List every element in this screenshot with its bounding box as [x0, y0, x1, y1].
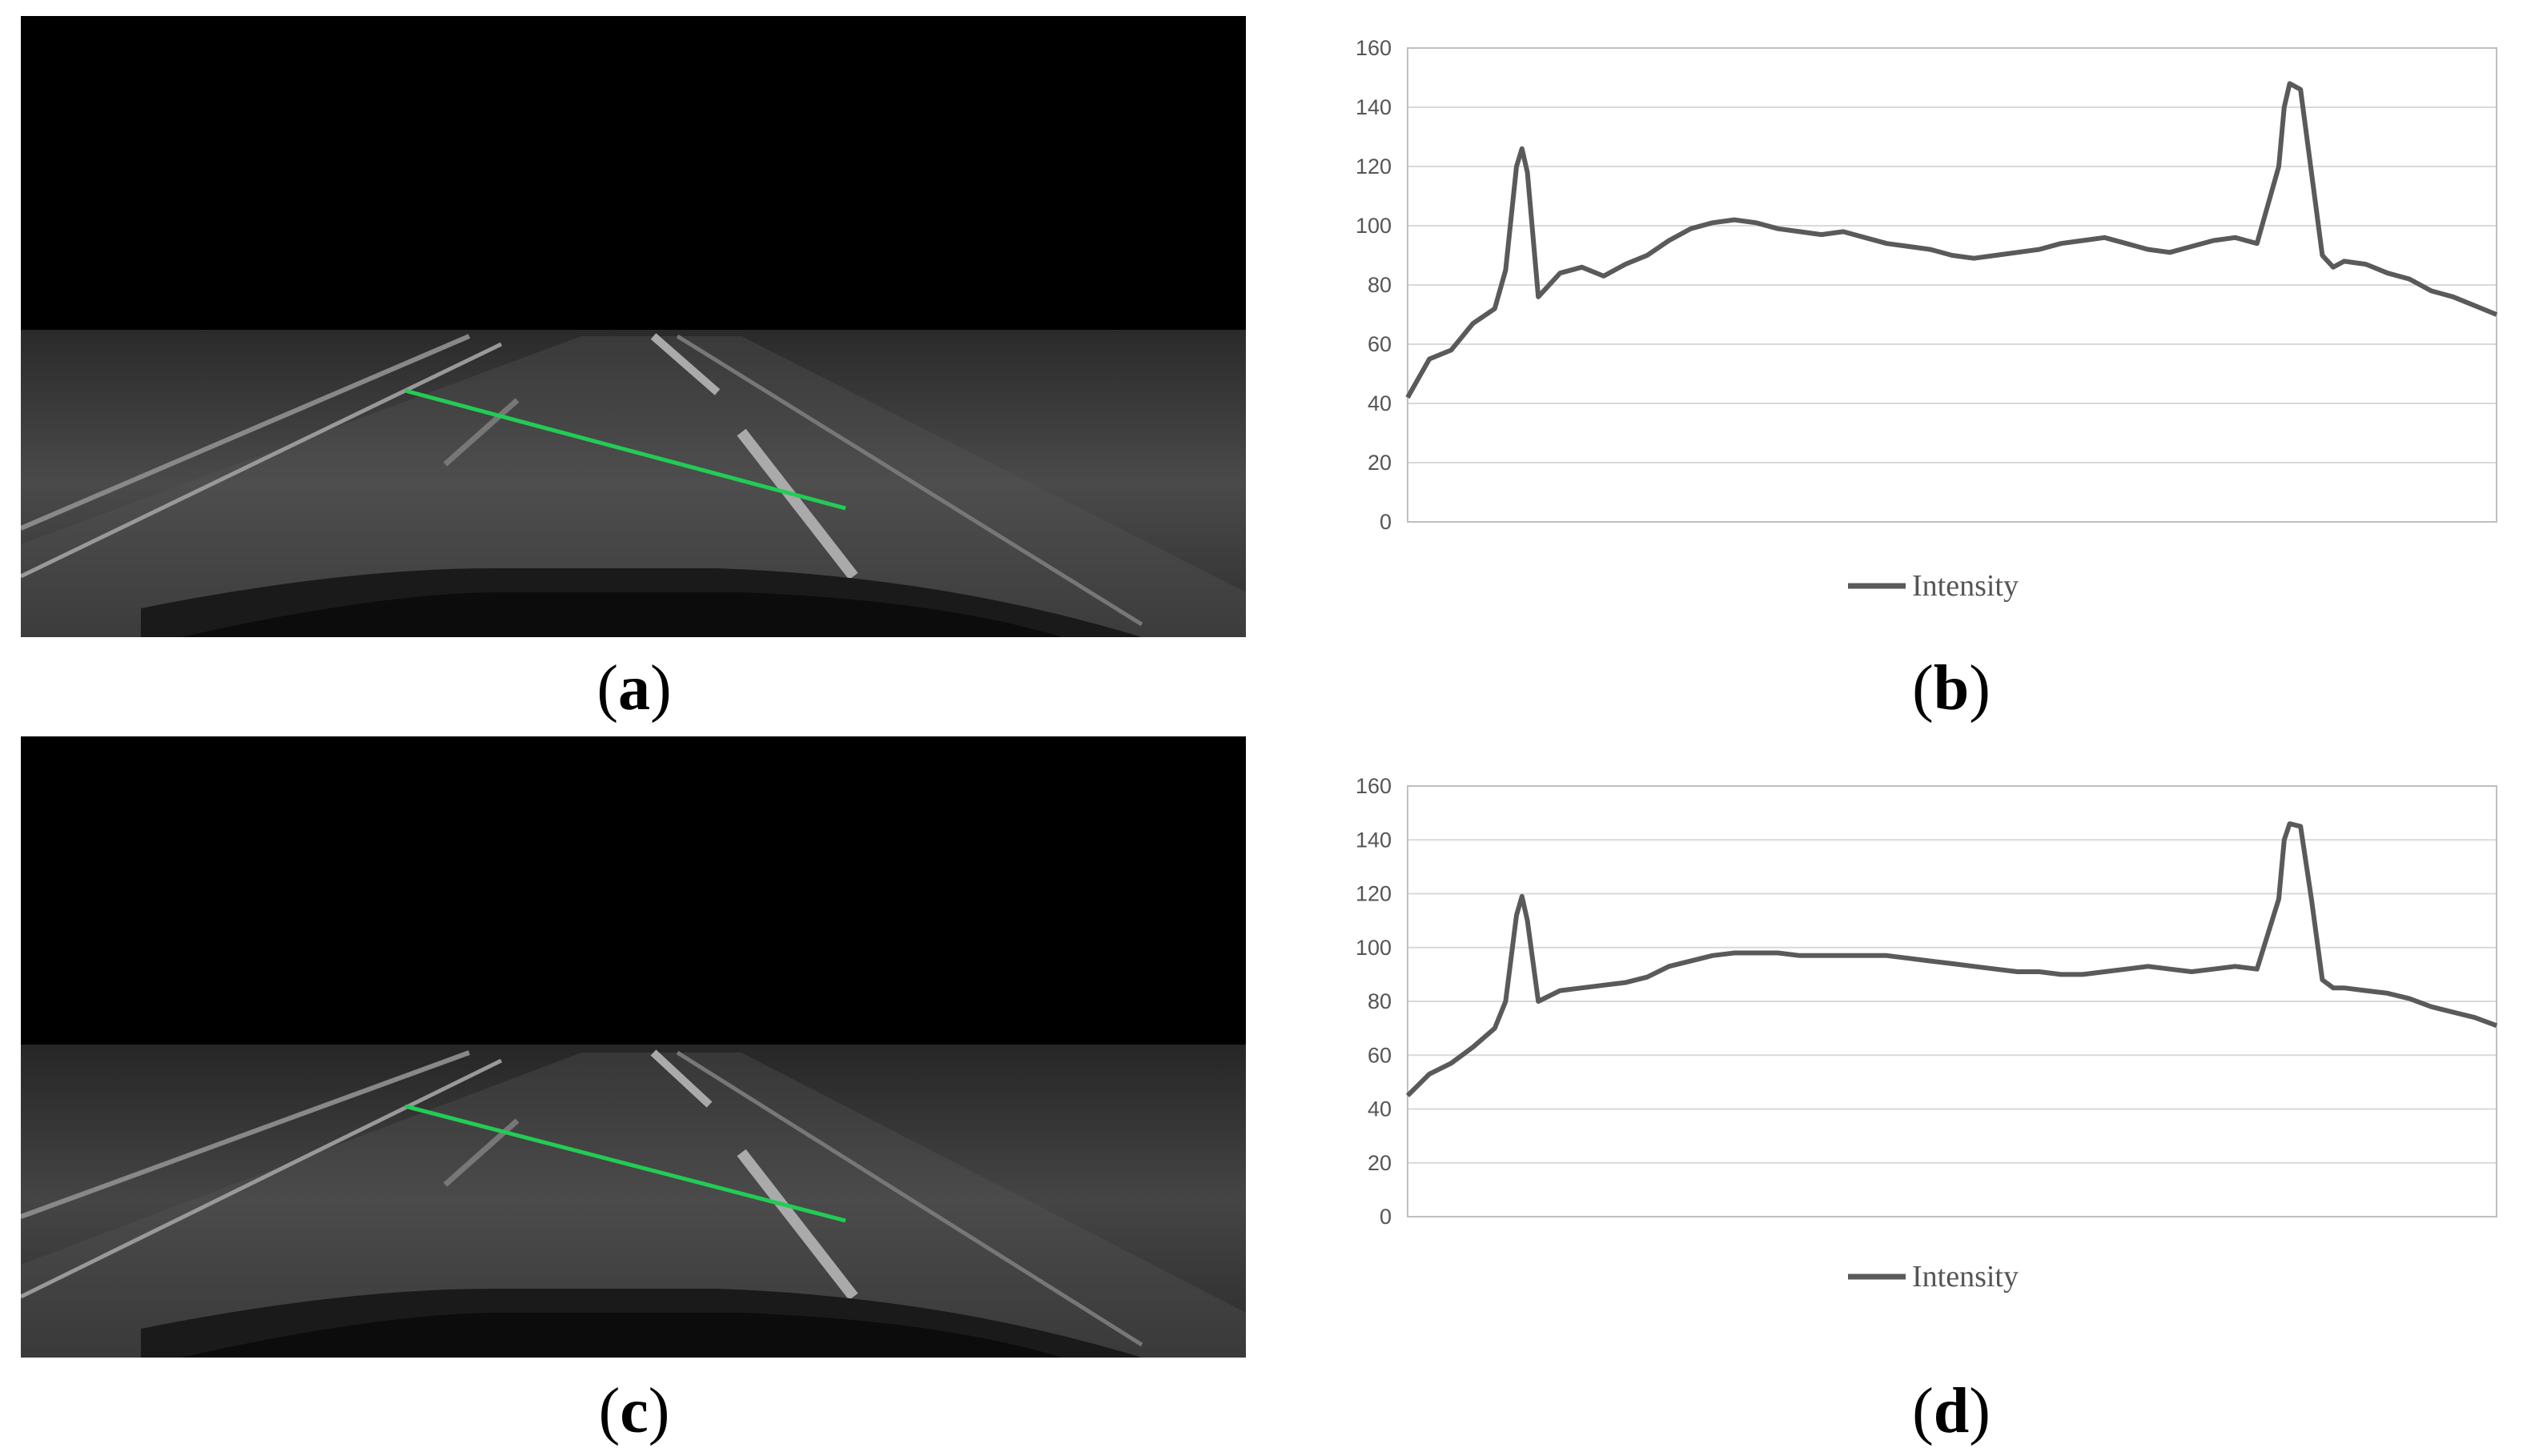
plot-area-border — [1407, 785, 2497, 1217]
legend-label: Intensity — [1912, 1260, 2019, 1294]
y-tick-label: 0 — [1380, 1205, 1392, 1229]
intensity-chart-d: 0 20 40 60 80 100 120 140 160 Intensity — [1313, 768, 2538, 1329]
y-tick-label: 140 — [1356, 95, 1392, 119]
y-tick-label: 60 — [1368, 332, 1392, 356]
y-tick-label: 40 — [1368, 391, 1392, 415]
intensity-chart-b: 0 20 40 60 80 100 120 140 160 Intensity — [1313, 24, 2538, 632]
y-tick-label: 160 — [1356, 774, 1392, 798]
plot-area-border — [1407, 47, 2497, 523]
y-tick-label: 20 — [1368, 1151, 1392, 1175]
y-tick-label: 0 — [1380, 510, 1392, 534]
panel-caption-d: (d) — [1912, 1376, 1991, 1446]
y-tick-label: 120 — [1356, 882, 1392, 906]
y-tick-label: 60 — [1368, 1043, 1392, 1067]
scanline-c — [404, 1104, 846, 1223]
y-tick-label: 80 — [1368, 273, 1392, 297]
panel-caption-b: (b) — [1912, 653, 1991, 724]
y-tick-label: 40 — [1368, 1097, 1392, 1121]
road-image-a — [21, 16, 1246, 637]
scanline-a — [404, 388, 846, 511]
panel-caption-a: (a) — [597, 653, 672, 724]
panel-caption-c: (c) — [598, 1376, 670, 1446]
y-tick-label: 120 — [1356, 154, 1392, 178]
series-line-intensity — [1405, 81, 2498, 399]
series-line-intensity — [1405, 821, 2498, 1097]
y-tick-label: 20 — [1368, 451, 1392, 475]
y-tick-label: 80 — [1368, 989, 1392, 1013]
y-tick-label: 100 — [1356, 214, 1392, 238]
legend-label: Intensity — [1912, 569, 2019, 603]
y-tick-label: 140 — [1356, 828, 1392, 852]
y-tick-label: 160 — [1356, 36, 1392, 60]
road-image-c — [21, 736, 1246, 1358]
y-tick-label: 100 — [1356, 936, 1392, 960]
